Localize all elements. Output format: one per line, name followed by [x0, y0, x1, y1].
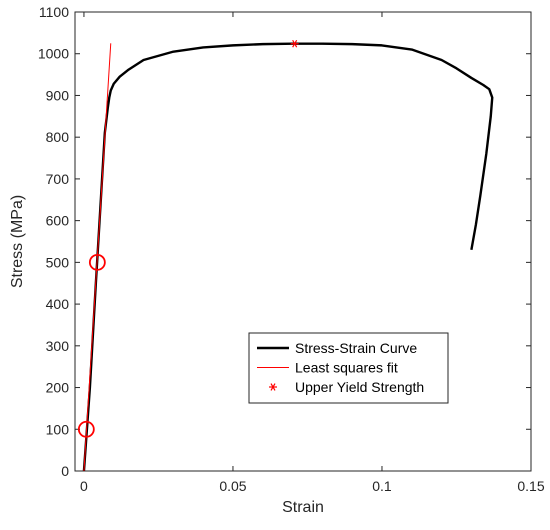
fit-range-circle-marker	[88, 253, 106, 271]
upper-yield-strength-point	[290, 39, 299, 48]
y-tick-label: 400	[46, 296, 70, 312]
y-tick-label: 1100	[39, 4, 69, 20]
legend-item: Stress-Strain Curve	[257, 340, 417, 356]
x-tick-label: 0.1	[372, 478, 392, 494]
fit-range-circle-marker	[77, 420, 95, 438]
least-squares-fit-line	[83, 43, 112, 471]
stress-strain-curve-line	[82, 42, 494, 471]
y-tick-label: 100	[46, 421, 70, 437]
x-axis-title: Strain	[282, 499, 324, 516]
y-tick-label: 300	[46, 338, 70, 354]
y-tick-label: 900	[46, 87, 70, 103]
upper-yield-strength-point-stroke	[292, 39, 298, 48]
legend-asterisk-swatch	[269, 383, 277, 391]
y-tick-label: 800	[46, 129, 70, 145]
axes: 0 0.05 0.1 0.15 0 100 200 300 400 500 600 700 800 900…	[38, 4, 545, 494]
y-tick-label: 0	[61, 463, 69, 479]
legend-label: Least squares fit	[295, 360, 398, 376]
x-tick-label: 0.05	[219, 478, 246, 494]
x-tick-label: 0.15	[517, 478, 544, 494]
y-tick-label: 600	[46, 213, 70, 229]
x-tick-label: 0	[80, 478, 88, 494]
data-marks	[77, 39, 494, 471]
legend-item: Upper Yield Strength	[269, 379, 424, 395]
y-tick-label: 700	[46, 171, 70, 187]
legend-label: Upper Yield Strength	[295, 379, 424, 395]
legend-asterisk-swatch-stroke	[270, 383, 276, 391]
y-tick-label: 500	[46, 254, 70, 270]
y-axis-title: Stress (MPa)	[9, 195, 26, 288]
legend-item: Least squares fit	[257, 360, 398, 376]
y-tick-label: 200	[46, 380, 70, 396]
legend-label: Stress-Strain Curve	[295, 340, 417, 356]
legend: Stress-Strain Curve Least squares fit Uppe…	[248, 332, 449, 404]
y-tick-label: 1000	[38, 46, 69, 62]
